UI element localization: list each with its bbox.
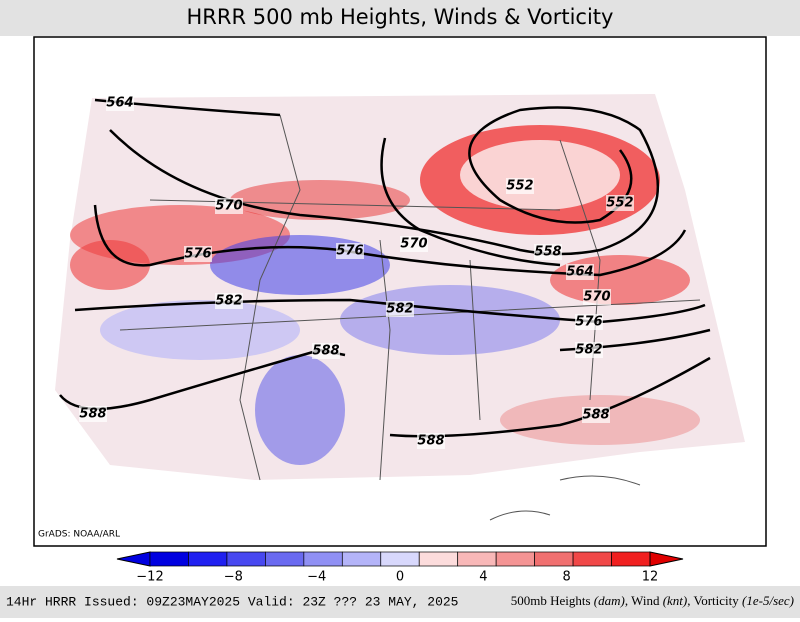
label-bg [575,314,603,330]
footer-part: (1e-5/sec) [742,593,794,608]
colorbar: −12 −8 −4 0 4 8 12 [116,551,684,585]
label-bg [386,301,414,317]
contour-label: 576 [336,244,363,259]
footer-part: , Wind [625,593,663,608]
coastline [489,475,641,521]
colorbar-segment [534,551,574,567]
contour-label: 552 [606,196,633,211]
vort-min [100,300,300,360]
label-bg [417,433,445,449]
label-bg [106,95,134,111]
colorbar-label: 0 [396,570,404,585]
colorbar-label: 4 [479,570,487,585]
contour-label: 552 [506,179,533,194]
contour-label: 582 [575,343,602,358]
title: HRRR 500 mb Heights, Winds & Vorticity [187,5,614,29]
label-bg [215,198,243,214]
colorbar-segment [341,551,382,567]
contour-label: 564 [566,265,593,280]
colorbar-label: −12 [136,570,163,585]
contour-label: 570 [400,237,427,252]
label-bg [566,264,594,280]
contour-line [380,137,561,267]
vort-core [460,140,620,210]
colorbar-segment [611,551,651,567]
contour-label: 570 [583,290,610,305]
colorbar-segment [380,551,420,567]
footer-right: 500mb Heights (dam), Wind (knt), Vortici… [511,593,794,608]
footer-part: , Vorticity [687,593,742,608]
colorbar-segment [303,551,343,567]
colorbar-segment [188,551,228,567]
contour-label: 588 [79,407,106,422]
footer-bar [0,586,800,618]
contour-label: 576 [184,247,211,262]
contour-label: 576 [575,315,602,330]
label-bg [582,407,610,423]
label-bg [506,178,534,194]
colorbar-segment [495,551,535,567]
label-bg [534,244,562,260]
label-bg [336,243,364,259]
label-bg [184,246,212,262]
contour-label: 558 [534,245,561,260]
contour-label: 588 [582,408,609,423]
vort-min [340,285,560,355]
colorbar-label: 8 [563,570,571,585]
label-bg [400,236,428,252]
contour-line [74,298,706,324]
colorbar-segment [457,551,497,567]
contour-label: 570 [215,199,242,214]
contour-label: 582 [386,302,413,317]
contour-labels: 564 570 576 576 570 552 552 558 564 570 582 582 576 5… [79,95,634,449]
title-bar [0,0,800,36]
label-bg [79,406,107,422]
label-bg [583,289,611,305]
colorbar-label: −8 [224,570,243,585]
vort-max [70,240,150,290]
contour-line [109,106,660,256]
colorbar-segment [265,551,305,567]
label-bg [575,342,603,358]
footer-part: (knt) [663,593,688,608]
contour-label: 588 [417,434,444,449]
colorbar-segment [418,551,459,567]
label-bg [312,343,340,359]
colorbar-label: −4 [307,570,326,585]
colorbar-end [649,551,684,567]
contour-label: 582 [215,294,242,309]
colorbar-segment [572,551,612,567]
vort-min [255,355,345,465]
borders [119,114,701,481]
colorbar-label: 12 [642,570,659,585]
contour-label: 564 [106,96,133,111]
footer-part: 500mb Heights [511,593,594,608]
colorbar-end [116,551,151,567]
label-bg [215,293,243,309]
footer-left: 14Hr HRRR Issued: 09Z23MAY2025 Valid: 23… [6,594,458,609]
colorbar-segment [149,551,189,567]
label-bg [606,195,634,211]
footer-part: (dam) [594,593,625,608]
colorbar-segment [226,551,266,567]
credit: GrADS: NOAA/ARL [38,530,120,540]
contour-label: 588 [312,344,339,359]
